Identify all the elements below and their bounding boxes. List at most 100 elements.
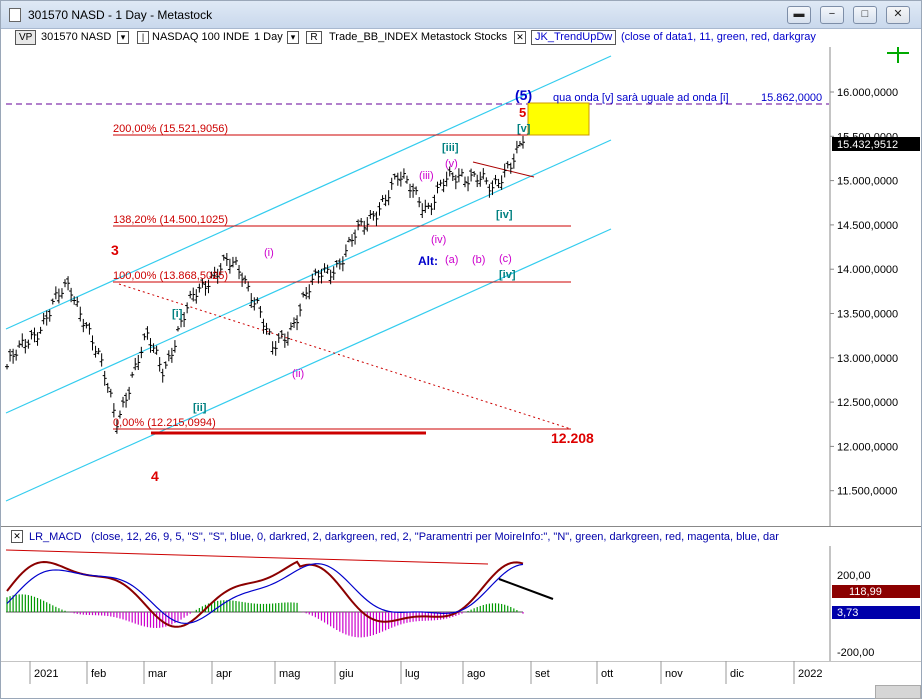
wave-green-v: [v] (517, 123, 531, 135)
close-button[interactable]: ✕ (886, 6, 910, 24)
ohlc-bar (69, 287, 74, 303)
time-label: lug (405, 668, 420, 680)
time-label: 2022 (798, 668, 822, 680)
period-dropdown-icon[interactable]: ▾ (287, 31, 299, 44)
trend-line-red (472, 161, 535, 178)
ohlc-bar (395, 172, 400, 186)
fan-dotted-line (118, 283, 572, 430)
ohlc-bar (273, 340, 278, 356)
indicator-close-icon[interactable]: ✕ (514, 31, 526, 44)
ohlc-bar (243, 275, 248, 284)
ohlc-bar (252, 297, 257, 311)
vp-toggle[interactable]: VP (15, 30, 37, 45)
wave-mag-a: (a) (445, 254, 458, 266)
channel-lower (5, 228, 612, 502)
ohlc-bar (166, 350, 171, 362)
ohlc-bar (81, 318, 86, 333)
time-label: dic (730, 668, 745, 680)
ohlc-bars (5, 135, 525, 434)
macd-value-badge-bottom (832, 606, 920, 619)
ohlc-bar (490, 180, 495, 196)
symbol-dropdown-icon[interactable]: ▾ (117, 31, 129, 44)
macd-main-line (6, 560, 524, 628)
ohlc-bar (398, 171, 403, 187)
instrument-label: NASDAQ 100 INDE (152, 31, 250, 43)
price-chart[interactable]: 200,00% (15.521,9056) 138,20% (14.500,10… (1, 47, 921, 526)
ohlc-bar (111, 403, 116, 418)
price-tick-label: 12.000,0000 (837, 441, 898, 453)
target-box (527, 102, 590, 136)
macd-header: ✕ LR_MACD (close, 12, 26, 9, 5, "S", "S"… (1, 526, 921, 546)
restore-button[interactable]: − (820, 6, 844, 24)
ohlc-bar (102, 370, 107, 386)
time-axis: 2021 feb mar apr mag giu lug ago set ott nov dic 202… (1, 661, 921, 684)
ohlc-bar (17, 340, 22, 348)
ohlc-bar (160, 368, 165, 383)
ohlc-bar (469, 168, 474, 182)
maximize-button[interactable]: □ (853, 6, 877, 24)
wave-mag-c: (c) (499, 253, 512, 265)
ohlc-bar (66, 276, 71, 291)
macd-value-badge-top (832, 585, 920, 598)
period-label: 1 Day (254, 31, 283, 43)
ohlc-bar (511, 153, 516, 169)
ohlc-bar (157, 357, 162, 372)
ohlc-bar (124, 392, 129, 408)
ohlc-bar (441, 178, 446, 193)
ohlc-bar (478, 171, 483, 187)
ohlc-bar (264, 322, 269, 335)
chart-toolbar: VP 301570 NASD ▾ | NASDAQ 100 INDE 1 Day… (1, 29, 921, 47)
ohlc-bar (182, 312, 187, 328)
ohlc-bar (26, 339, 31, 349)
ohlc-bar (41, 312, 46, 325)
ohlc-bar (295, 315, 300, 331)
ohlc-bar (145, 326, 150, 340)
ohlc-bar (78, 306, 83, 322)
macd-close-icon[interactable]: ✕ (11, 530, 23, 543)
ohlc-bar (301, 291, 306, 298)
ohlc-bar (185, 302, 190, 314)
ohlc-bar (481, 168, 486, 180)
ohlc-bar (472, 171, 477, 177)
ohlc-bar (47, 309, 52, 322)
title-bar: 301570 NASD - 1 Day - Metastock ▬ − □ ✕ (1, 1, 921, 29)
ohlc-bar (267, 328, 272, 336)
ohlc-bar (114, 419, 119, 434)
ohlc-bar (310, 273, 315, 285)
ohlc-bar (371, 210, 376, 221)
ohlc-bar (35, 332, 40, 346)
ohlc-bar (246, 281, 251, 292)
ohlc-bar (44, 310, 49, 326)
ohlc-bar (285, 331, 290, 346)
macd-chart[interactable]: 200,00 -200,00 118,99 3,73 (1, 546, 921, 661)
wave-5-red-label: 5 (519, 105, 526, 120)
chart-window-icon (9, 8, 21, 22)
ohlc-bar (343, 244, 348, 257)
indicator-tag[interactable]: JK_TrendUpDw (531, 30, 617, 45)
ohlc-bar (380, 195, 385, 202)
ohlc-bar (493, 174, 498, 185)
minimize-button[interactable]: ▬ (787, 6, 811, 24)
symbol-label: 301570 NASD (41, 31, 112, 43)
ohlc-bar (142, 333, 147, 341)
price-tick-label: 11.500,0000 (837, 486, 897, 498)
wave-mag-ii: (ii) (292, 368, 304, 380)
wave-green-ii: [ii] (193, 402, 207, 414)
ohlc-bar (417, 197, 422, 208)
ohlc-bar (429, 203, 434, 216)
price-tick-label: 13.000,0000 (837, 353, 898, 365)
instrument-icon[interactable]: | (137, 31, 149, 44)
ohlc-bar (8, 348, 13, 362)
ohlc-bar (508, 162, 513, 174)
ohlc-bar (514, 140, 519, 154)
r-toggle[interactable]: R (306, 31, 322, 44)
wave-mag-i: (i) (264, 247, 274, 259)
ohlc-bar (206, 279, 211, 294)
time-label: 2021 (34, 668, 58, 680)
wave-mag-iv: (iv) (431, 234, 446, 246)
horizontal-scrollbar[interactable] (875, 685, 921, 699)
crosshair-icon[interactable] (887, 47, 909, 63)
ohlc-bar (96, 347, 101, 355)
wave-green-iv-alt: [iv] (499, 269, 516, 281)
